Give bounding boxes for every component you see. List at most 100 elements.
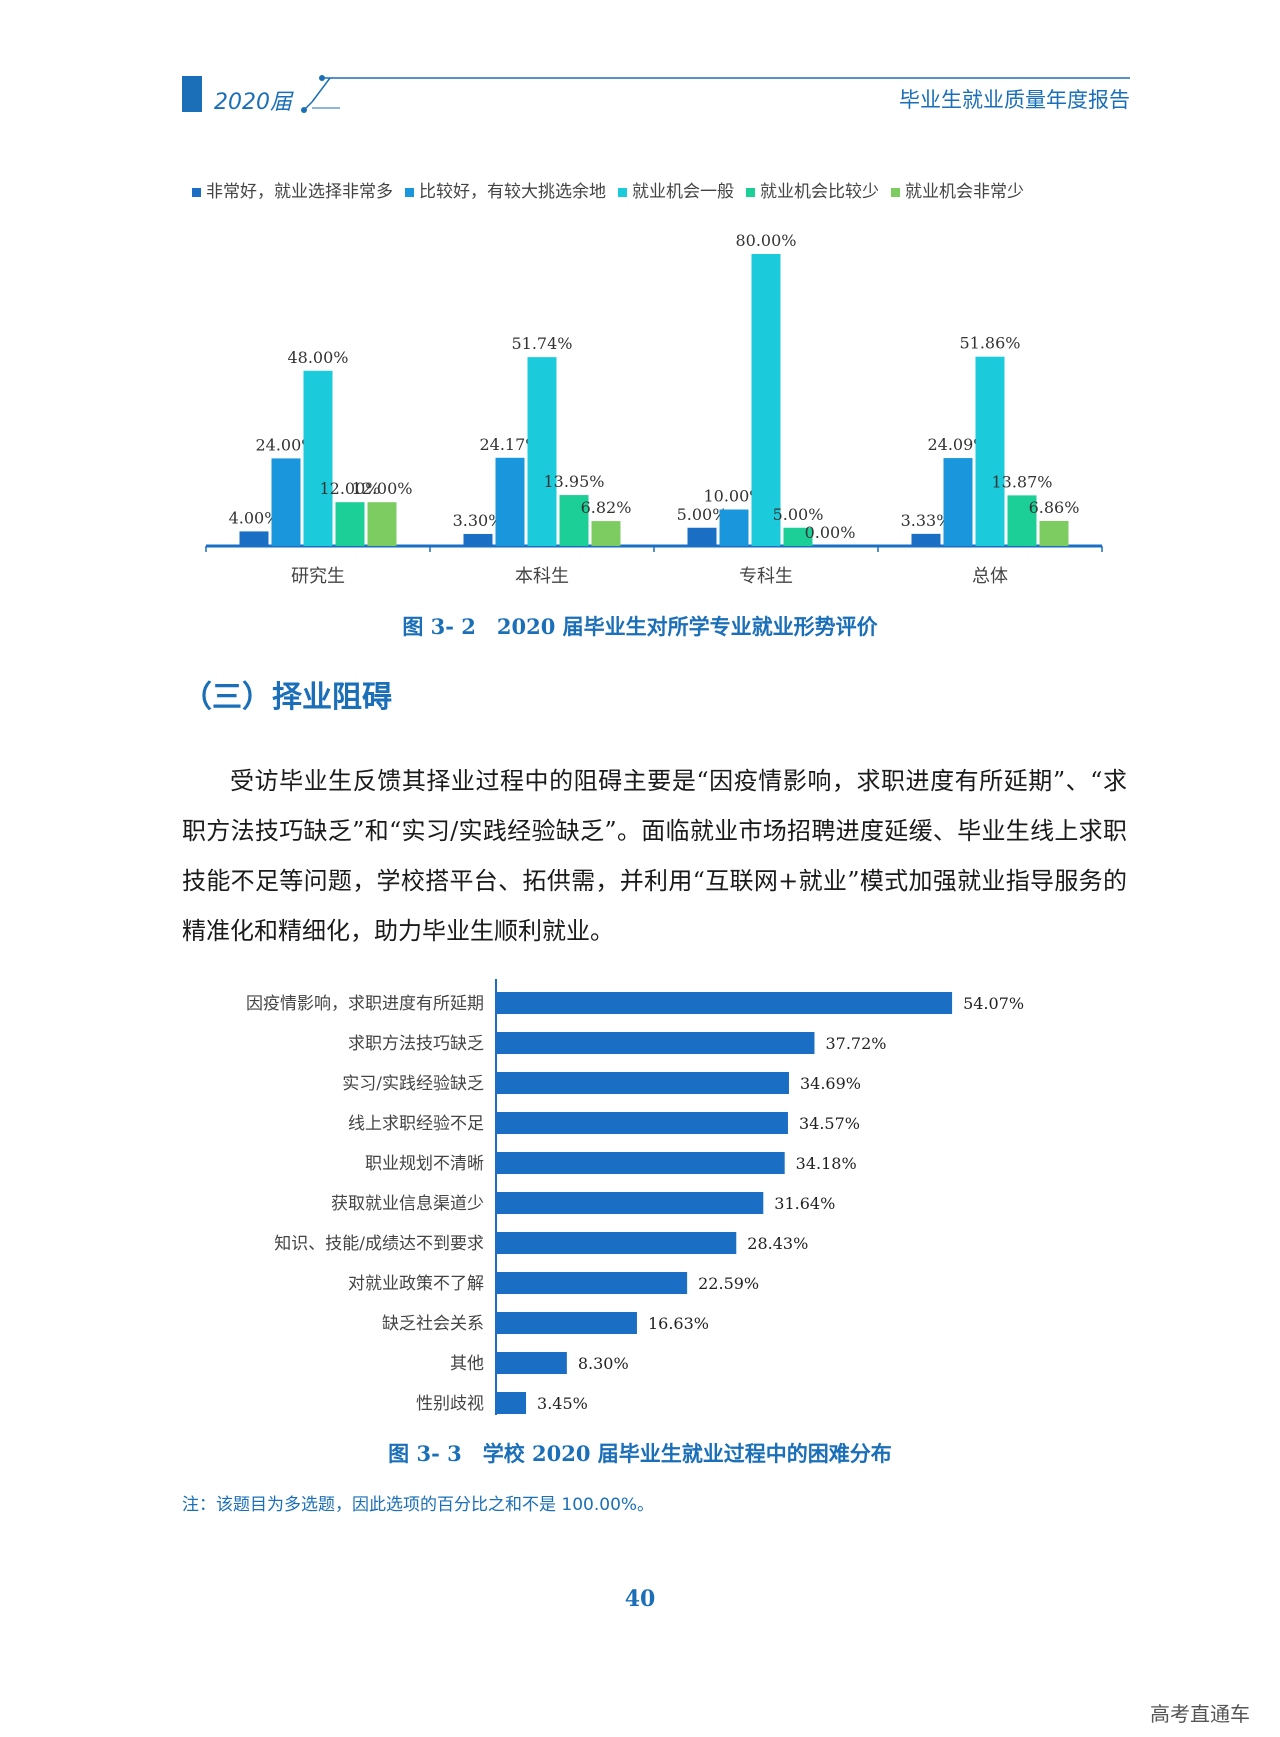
bar bbox=[497, 1152, 785, 1174]
legend-swatch bbox=[891, 188, 900, 197]
data-label: 13.87% bbox=[991, 472, 1052, 491]
data-label: 3.33% bbox=[901, 511, 952, 530]
bar bbox=[559, 495, 589, 546]
paragraph-text: 受访毕业生反馈其择业过程中的阻碍主要是“因疫情影响，求职进度有所延期”、“求职方… bbox=[182, 767, 1127, 945]
data-label: 28.43% bbox=[747, 1234, 808, 1253]
bar bbox=[497, 1352, 567, 1374]
data-label: 48.00% bbox=[287, 348, 348, 367]
category-label: 本科生 bbox=[515, 566, 569, 587]
bar bbox=[591, 521, 621, 546]
header-title: 毕业生就业质量年度报告 bbox=[899, 88, 1130, 112]
data-label: 80.00% bbox=[735, 231, 796, 250]
section-title: （三）择业阻碍 bbox=[182, 680, 392, 715]
data-label: 34.57% bbox=[799, 1114, 860, 1133]
data-label: 51.86% bbox=[959, 334, 1020, 353]
watermark: 高考直通车 bbox=[1150, 1702, 1250, 1726]
data-label: 12.00% bbox=[351, 479, 412, 498]
category-label: 其他 bbox=[450, 1354, 484, 1374]
bar bbox=[271, 458, 301, 546]
bar bbox=[497, 1072, 789, 1094]
header-accent-block bbox=[182, 76, 202, 112]
category-label: 因疫情影响，求职进度有所延期 bbox=[246, 994, 484, 1014]
category-label: 实习/实践经验缺乏 bbox=[342, 1074, 484, 1094]
data-label: 10.00% bbox=[703, 487, 764, 506]
category-label: 研究生 bbox=[291, 566, 345, 587]
data-label: 31.64% bbox=[774, 1194, 835, 1213]
legend-label: 非常好，就业选择非常多 bbox=[206, 182, 393, 202]
bar bbox=[497, 1312, 637, 1334]
bar bbox=[335, 502, 365, 546]
data-label: 34.18% bbox=[796, 1154, 857, 1173]
legend-label: 就业机会非常少 bbox=[905, 182, 1024, 202]
bar bbox=[303, 370, 333, 546]
difficulty-distribution-chart: 因疫情影响，求职进度有所延期 54.07% 求职方法技巧缺乏 37.72% 实习/实践经… bbox=[246, 979, 1024, 1415]
bar bbox=[527, 357, 557, 546]
data-label: 5.00% bbox=[773, 505, 824, 524]
data-label: 3.45% bbox=[537, 1394, 588, 1413]
bar bbox=[239, 531, 269, 546]
data-label: 0.00% bbox=[805, 523, 856, 542]
category-label: 职业规划不清晰 bbox=[365, 1154, 484, 1174]
bar bbox=[911, 533, 941, 546]
data-label: 4.00% bbox=[229, 508, 280, 527]
category-label: 总体 bbox=[972, 566, 1008, 587]
data-label: 16.63% bbox=[648, 1314, 709, 1333]
bar bbox=[497, 1392, 527, 1414]
note-text: 注：该题目为多选题，因此选项的百分比之和不是 100.00%。 bbox=[182, 1495, 655, 1515]
bar bbox=[975, 356, 1005, 546]
bar bbox=[497, 1112, 788, 1134]
data-label: 12.00% bbox=[319, 479, 380, 498]
legend-swatch bbox=[618, 188, 627, 197]
header-decoration bbox=[301, 75, 1130, 113]
bar bbox=[751, 254, 781, 546]
bar bbox=[497, 1232, 737, 1254]
legend-swatch bbox=[746, 188, 755, 197]
bar bbox=[1007, 495, 1037, 546]
legend-swatch bbox=[405, 188, 414, 197]
employment-outlook-chart: 非常好，就业选择非常多 比较好，有较大挑选余地 就业机会一般 就业机会比较少 就业机会非… bbox=[192, 182, 1103, 587]
header-year: 2020届 bbox=[214, 90, 292, 115]
bar bbox=[783, 527, 813, 546]
figure-3-3-caption: 图 3- 3 学校 2020 届毕业生就业过程中的困难分布 bbox=[388, 1441, 892, 1466]
data-label: 22.59% bbox=[698, 1274, 759, 1293]
data-label: 37.72% bbox=[825, 1034, 886, 1053]
data-label: 6.86% bbox=[1029, 498, 1080, 517]
bar bbox=[687, 527, 717, 546]
bar bbox=[463, 533, 493, 546]
data-label: 54.07% bbox=[963, 994, 1024, 1013]
bar bbox=[719, 509, 749, 546]
bar bbox=[1039, 520, 1069, 546]
bar bbox=[495, 457, 525, 546]
category-label: 线上求职经验不足 bbox=[348, 1114, 484, 1134]
category-label: 专科生 bbox=[739, 566, 793, 587]
page-number: 40 bbox=[624, 1586, 656, 1612]
data-label: 24.09% bbox=[927, 435, 988, 454]
category-label: 求职方法技巧缺乏 bbox=[348, 1034, 484, 1054]
category-label: 性别歧视 bbox=[416, 1394, 484, 1414]
data-label: 24.17% bbox=[479, 435, 540, 454]
legend-label: 就业机会比较少 bbox=[760, 182, 879, 202]
data-label: 8.30% bbox=[578, 1354, 629, 1373]
legend-label: 比较好，有较大挑选余地 bbox=[419, 182, 606, 202]
bar bbox=[367, 502, 397, 546]
data-label: 34.69% bbox=[800, 1074, 861, 1093]
category-label: 知识、技能/成绩达不到要求 bbox=[274, 1234, 484, 1254]
figure-3-2-caption: 图 3- 2 2020 届毕业生对所学专业就业形势评价 bbox=[402, 614, 878, 639]
category-label: 缺乏社会关系 bbox=[382, 1314, 484, 1334]
data-label: 3.30% bbox=[453, 511, 504, 530]
category-label: 对就业政策不了解 bbox=[348, 1274, 484, 1294]
bar bbox=[497, 1032, 815, 1054]
data-label: 6.82% bbox=[581, 498, 632, 517]
bar bbox=[497, 1272, 688, 1294]
legend-swatch bbox=[192, 188, 201, 197]
data-label: 51.74% bbox=[511, 334, 572, 353]
legend-label: 就业机会一般 bbox=[632, 182, 734, 202]
bar bbox=[497, 1192, 764, 1214]
bar bbox=[497, 992, 953, 1014]
body-paragraph: 受访毕业生反馈其择业过程中的阻碍主要是“因疫情影响，求职进度有所延期”、“求职方… bbox=[182, 756, 1127, 956]
bar bbox=[943, 458, 973, 546]
data-label: 24.00% bbox=[255, 435, 316, 454]
category-label: 获取就业信息渠道少 bbox=[331, 1194, 484, 1214]
data-label: 5.00% bbox=[677, 505, 728, 524]
data-label: 13.95% bbox=[543, 472, 604, 491]
